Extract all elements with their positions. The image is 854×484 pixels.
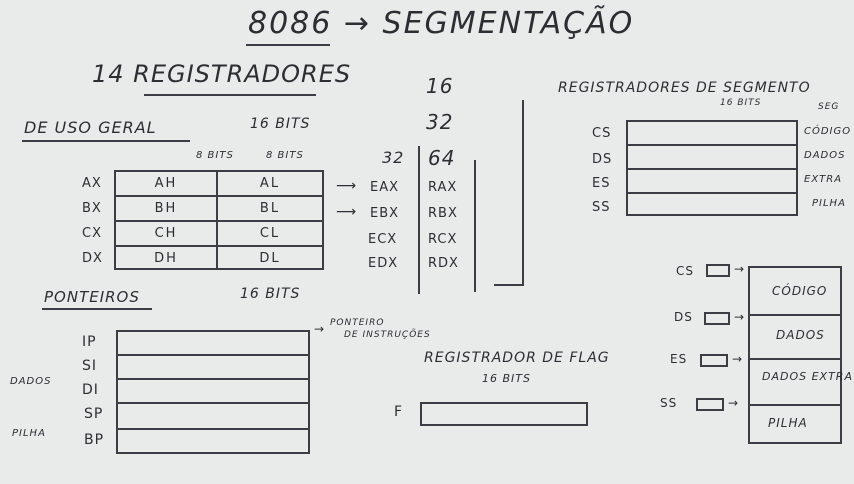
group-pilha-label: PILHA bbox=[12, 428, 46, 439]
reg-dl-cell: DL bbox=[259, 251, 281, 266]
group-dados-label: DADOS bbox=[10, 376, 52, 387]
segment-sub: SEG bbox=[818, 102, 840, 112]
memory-map-row-line bbox=[748, 314, 842, 316]
general-half-bits-right: 8 BITS bbox=[266, 150, 304, 161]
pointers-bits: 16 BITS bbox=[240, 286, 301, 302]
reg-dx-name: DX bbox=[82, 251, 103, 266]
registers-underline bbox=[144, 94, 316, 96]
flag-bits: 16 BITS bbox=[482, 372, 531, 385]
general-bits: 16 BITS bbox=[250, 116, 311, 132]
segment-bits: 16 BITS bbox=[720, 98, 762, 108]
map-ss-box bbox=[696, 398, 724, 411]
pointer-row-line bbox=[116, 378, 310, 380]
flag-name: F bbox=[394, 404, 404, 420]
bits-64-label: 64 bbox=[428, 146, 456, 170]
general-table-row-line bbox=[114, 245, 324, 247]
reg-edx-label: EDX bbox=[368, 256, 399, 271]
reg-dh-cell: DH bbox=[154, 251, 178, 266]
reg-bh-cell: BH bbox=[154, 201, 178, 216]
arrow-bx-icon: ⟶ bbox=[336, 204, 358, 220]
map-ds-arrow-icon: → bbox=[734, 310, 746, 324]
pointers-underline bbox=[42, 308, 152, 310]
seg-ds-name: DS bbox=[592, 152, 613, 167]
col32-label: 32 bbox=[382, 148, 405, 167]
pointer-row-line bbox=[116, 402, 310, 404]
arrow-ax-icon: ⟶ bbox=[336, 178, 358, 194]
map-es-box bbox=[700, 354, 728, 367]
reg-ebx-label: EBX bbox=[370, 206, 400, 221]
pointer-register-table bbox=[116, 330, 310, 454]
seg-data-name: DADOS bbox=[804, 150, 846, 161]
map-ds-box bbox=[704, 312, 730, 325]
reg-cl-cell: CL bbox=[259, 226, 281, 241]
title-underline bbox=[246, 44, 330, 46]
map-ds-pointer: DS bbox=[674, 310, 693, 324]
seg-cs-name: CS bbox=[592, 126, 612, 141]
page-title: 8086 → SEGMENTAÇÃO bbox=[248, 6, 635, 41]
pointer-row-line bbox=[116, 428, 310, 430]
col-divider-base bbox=[494, 284, 524, 286]
seg-stack-name: PILHA bbox=[812, 198, 846, 209]
general-table-row-line bbox=[114, 220, 324, 222]
reg-sp-name: SP bbox=[84, 406, 104, 422]
memory-extra-block: DADOS EXTRA bbox=[762, 370, 853, 383]
bits-16-label: 16 bbox=[426, 74, 454, 98]
reg-rdx-label: RDX bbox=[428, 256, 459, 271]
memory-code-block: CÓDIGO bbox=[772, 284, 828, 298]
map-cs-arrow-icon: → bbox=[734, 262, 746, 276]
segment-row-line bbox=[626, 144, 798, 146]
map-es-arrow-icon: → bbox=[732, 352, 744, 366]
memory-stack-block: PILHA bbox=[768, 416, 808, 430]
segment-row-line bbox=[626, 168, 798, 170]
col-divider-right bbox=[474, 160, 476, 292]
pointer-row-line bbox=[116, 354, 310, 356]
segment-label: REGISTRADORES DE SEGMENTO bbox=[558, 80, 811, 96]
map-ss-pointer: SS bbox=[660, 396, 678, 410]
col-divider-left bbox=[418, 146, 420, 294]
seg-es-name: ES bbox=[592, 176, 611, 191]
reg-ecx-label: ECX bbox=[368, 232, 398, 247]
registers-heading: 14 REGISTRADORES bbox=[92, 60, 352, 88]
ip-note-line2: DE INSTRUÇÕES bbox=[344, 330, 431, 340]
pointers-label: PONTEIROS bbox=[44, 288, 140, 306]
general-table-row-line bbox=[114, 195, 324, 197]
flag-register-box bbox=[420, 402, 588, 426]
flag-label: REGISTRADOR DE FLAG bbox=[424, 350, 610, 366]
reg-ax-name: AX bbox=[82, 176, 102, 191]
col-divider-far bbox=[522, 100, 524, 286]
reg-ip-name: IP bbox=[82, 334, 97, 350]
memory-data-block: DADOS bbox=[776, 328, 825, 342]
reg-cx-name: CX bbox=[82, 226, 102, 241]
memory-map-row-line bbox=[748, 404, 842, 406]
ip-arrow-icon: → bbox=[314, 322, 326, 336]
reg-rcx-label: RCX bbox=[428, 232, 458, 247]
seg-code-name: CÓDIGO bbox=[804, 126, 852, 137]
reg-rbx-label: RBX bbox=[428, 206, 458, 221]
map-cs-pointer: CS bbox=[676, 264, 694, 278]
reg-ah-cell: AH bbox=[154, 176, 178, 191]
reg-rax-label: RAX bbox=[428, 180, 458, 195]
reg-di-name: DI bbox=[82, 382, 99, 398]
memory-map-row-line bbox=[748, 358, 842, 360]
reg-eax-label: EAX bbox=[370, 180, 400, 195]
general-underline bbox=[22, 140, 190, 142]
reg-bp-name: BP bbox=[84, 432, 105, 448]
memory-map-column bbox=[748, 266, 842, 444]
map-cs-box bbox=[706, 264, 730, 277]
reg-bx-name: BX bbox=[82, 201, 102, 216]
ip-note-line1: PONTEIRO bbox=[330, 318, 385, 328]
reg-bl-cell: BL bbox=[259, 201, 281, 216]
seg-extra-name: EXTRA bbox=[804, 174, 843, 185]
reg-ch-cell: CH bbox=[154, 226, 178, 241]
reg-al-cell: AL bbox=[259, 176, 281, 191]
segment-row-line bbox=[626, 192, 798, 194]
reg-si-name: SI bbox=[82, 358, 98, 374]
bits-32-label: 32 bbox=[426, 110, 454, 134]
general-label: DE USO GERAL bbox=[24, 118, 157, 137]
seg-ss-name: SS bbox=[592, 200, 611, 215]
general-half-bits-left: 8 BITS bbox=[196, 150, 234, 161]
map-ss-arrow-icon: → bbox=[728, 396, 740, 410]
map-es-pointer: ES bbox=[670, 352, 688, 366]
